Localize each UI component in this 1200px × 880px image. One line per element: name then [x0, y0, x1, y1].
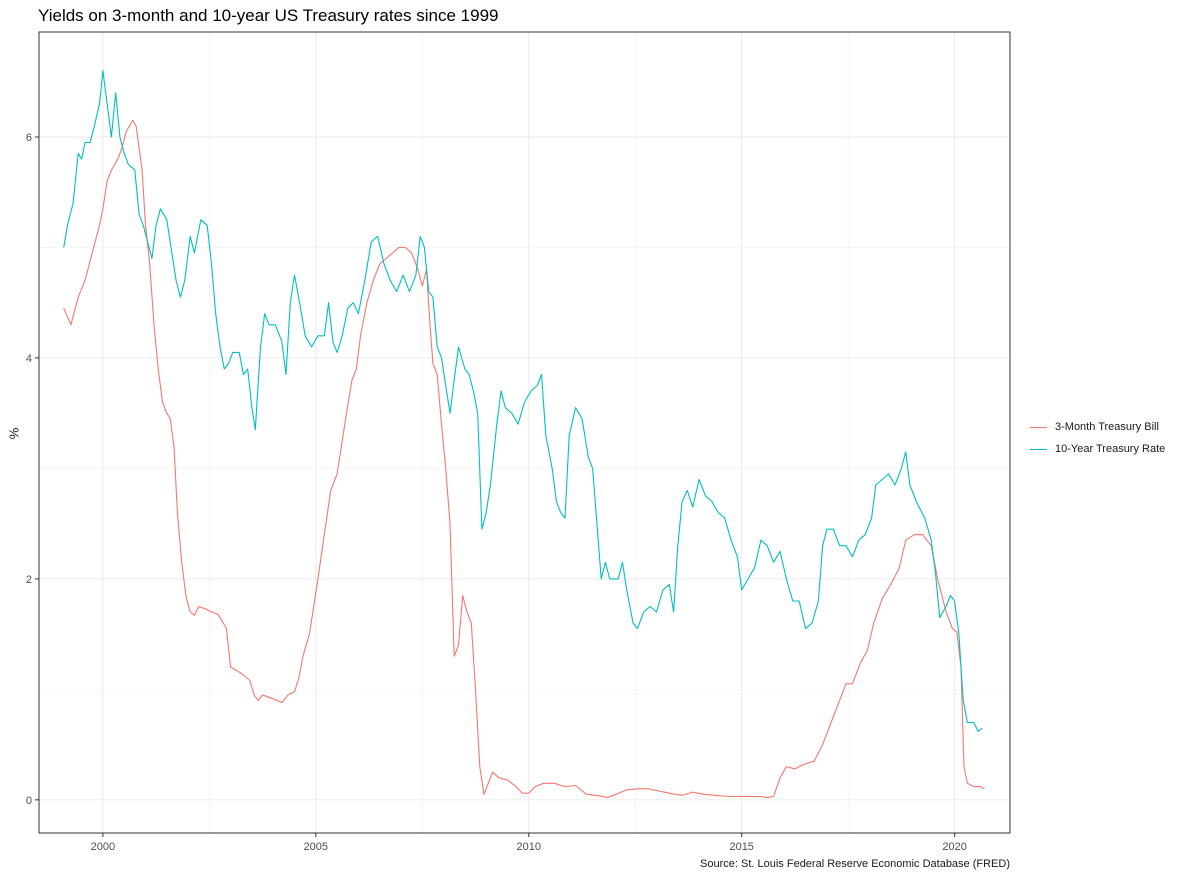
legend-item-3-month: 3-Month Treasury Bill [1030, 416, 1165, 438]
x-tick-label: 2015 [729, 841, 753, 853]
panel-border [38, 31, 1011, 834]
y-tick-label: 6 [26, 132, 32, 144]
legend-key-10-year [1030, 448, 1047, 450]
x-tick-label: 2010 [517, 841, 541, 853]
series-lines [63, 70, 985, 799]
grid [39, 32, 1010, 833]
legend-key-3-month [1030, 426, 1047, 428]
legend: 3-Month Treasury Bill 10-Year Treasury R… [1030, 416, 1165, 460]
series-line-10-year [63, 70, 983, 732]
legend-label-10-year: 10-Year Treasury Rate [1055, 443, 1166, 455]
y-tick-label: 0 [26, 795, 32, 807]
y-tick-label: 4 [26, 353, 32, 365]
legend-item-10-year: 10-Year Treasury Rate [1030, 438, 1165, 460]
chart-title: Yields on 3-month and 10-year US Treasur… [38, 6, 499, 25]
x-tick-label: 2020 [942, 841, 966, 853]
y-tick-label: 2 [26, 574, 32, 586]
x-tick-label: 2005 [304, 841, 328, 853]
source-caption: Source: St. Louis Federal Reserve Econom… [700, 858, 1010, 870]
axes: 2000 2005 2010 2015 2020 0 2 4 6 [26, 132, 967, 853]
legend-label-3-month: 3-Month Treasury Bill [1055, 421, 1159, 433]
series-line-3-month [63, 119, 985, 799]
x-tick-label: 2000 [91, 841, 115, 853]
